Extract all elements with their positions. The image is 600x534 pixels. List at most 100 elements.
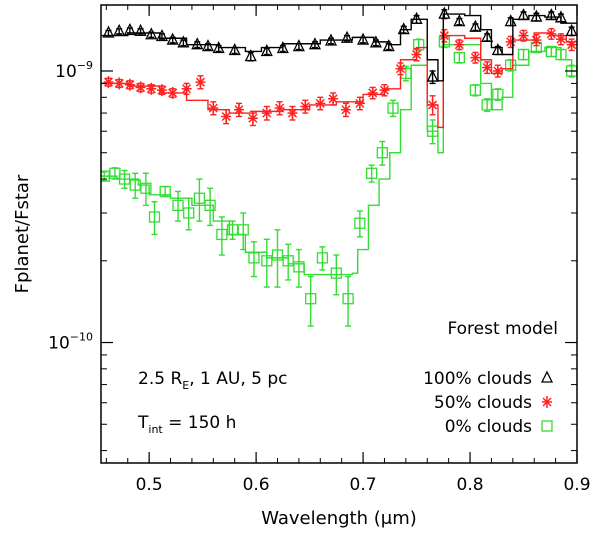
data-point [554,10,568,23]
data-point [221,110,232,123]
data-point [195,76,206,89]
data-point [330,267,342,279]
data-point [181,82,192,95]
data-point [261,255,273,267]
plot-frame [100,4,578,464]
data-point [146,82,157,95]
data-point [555,33,566,46]
data-point [102,25,115,38]
data-point [167,86,178,99]
data-point [427,98,438,111]
data-point [492,64,503,77]
data-point [482,61,493,74]
data-point [123,23,136,36]
legend-marker [542,396,552,408]
x-tick-label: 0.8 [457,475,484,495]
data-point [342,293,354,305]
data-point [101,170,110,182]
data-point [376,147,388,159]
data-point [555,48,567,61]
data-point [470,51,481,64]
legend: 100% clouds 50% clouds 0% clouds [423,369,554,437]
data-point [208,102,219,115]
legend-label: 100% clouds [423,369,532,389]
data-point [453,51,465,64]
data-point [109,167,121,179]
data-point [305,293,317,305]
data-point [204,199,216,212]
data-point [260,44,273,57]
data-point [505,35,516,48]
data-point [324,33,338,46]
model-line [101,32,577,129]
data-point [340,103,351,116]
data-point [481,99,493,111]
data-point [566,38,577,51]
model-annotation: Forest model [447,319,558,339]
legend-marker [540,370,554,383]
data-point [140,182,152,194]
data-point [191,37,204,50]
y-tick-label: 10−9 [55,59,93,82]
x-tick-label: 0.7 [350,475,377,495]
data-point [159,185,171,198]
data-point [426,69,439,82]
legend-label: 0% clouds [445,417,532,437]
data-point [439,29,450,42]
y-axis-label: Fplanet/Fstar [12,174,33,293]
data-point [183,207,195,219]
data-point [271,249,284,261]
data-point [454,38,465,51]
data-point [135,81,146,94]
data-point [248,252,260,264]
data-point [395,62,406,75]
data-point [369,35,382,48]
data-point [469,84,482,96]
data-point [276,41,289,54]
data-point [328,92,339,105]
data-point [134,23,147,36]
data-point [438,6,451,19]
data-point [124,78,135,91]
data-point [453,14,466,27]
data-point [177,35,190,48]
data-point [292,39,305,52]
axes: 0.5 0.6 0.7 0.8 0.9 10−9 10−10 [48,5,591,495]
data-point [155,29,169,42]
data-point [469,19,482,32]
data-point [228,43,241,56]
data-point [300,100,311,113]
data-point [226,224,239,236]
data-point [114,77,125,90]
data-point [166,32,179,45]
x-tick-label: 0.6 [243,475,270,495]
data-point [565,23,577,36]
data-point [113,23,126,36]
data-point [287,107,298,120]
x-axis-label: Wavelength (μm) [261,508,417,529]
data-point [233,103,244,116]
data-point [212,41,225,54]
data-point [411,48,422,61]
plot-area [101,6,577,327]
legend-marker [541,420,553,432]
data-point [316,252,329,264]
x-tick-label: 0.5 [136,475,163,495]
model-line [101,13,577,82]
x-tick-label: 0.9 [563,475,590,495]
data-point [354,217,366,229]
data-point [413,39,425,51]
data-point [172,199,184,212]
series-triangle [101,6,577,85]
tint-annotation: Tint = 150 h [137,413,236,436]
data-point [517,8,530,21]
data-point [397,22,410,35]
data-point [340,30,354,43]
data-point [193,192,206,204]
data-point [357,32,370,45]
data-point [282,255,294,267]
data-point [261,107,272,120]
data-point [530,9,543,22]
data-point [491,43,504,56]
